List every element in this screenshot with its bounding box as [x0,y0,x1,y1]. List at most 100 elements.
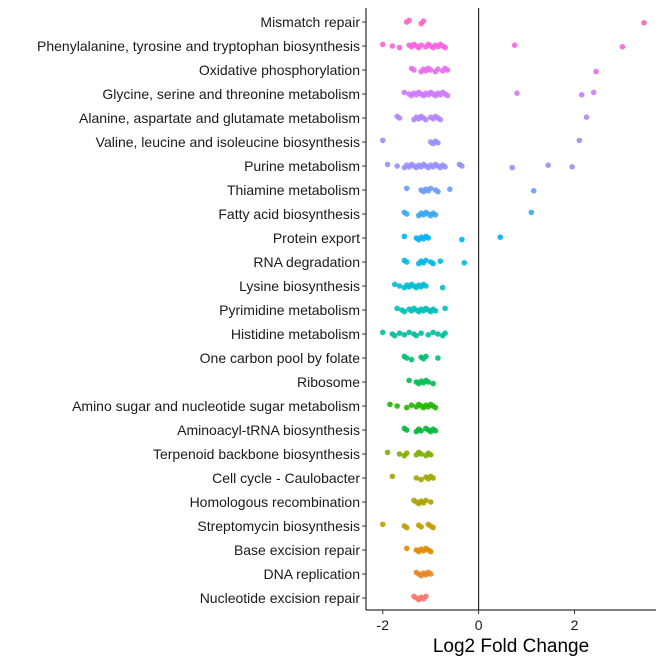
data-point [420,18,427,25]
category-label: Histidine metabolism [231,326,360,342]
data-point [394,163,400,169]
data-point [435,355,441,361]
data-point [403,545,410,552]
data-point [427,67,434,73]
data-point [425,235,432,241]
x-tick-label: 2 [571,617,579,633]
data-point [403,259,410,265]
data-point [411,67,417,73]
data-point [423,283,429,289]
data-point [423,257,429,264]
data-point [384,161,391,168]
data-point [432,428,439,434]
data-point [432,212,439,218]
category-label: Valine, leucine and isoleucine biosynthe… [96,134,360,150]
category-label: Protein export [273,230,360,246]
data-point [430,380,436,387]
data-point [442,164,448,170]
data-point [408,402,415,409]
data-point [497,234,504,240]
data-point [384,449,391,456]
data-point [435,66,441,72]
category-label: One carbon pool by folate [200,350,361,366]
data-point [437,116,444,123]
data-point [641,20,647,26]
data-point [578,92,585,98]
data-point [401,89,408,96]
data-point [394,403,400,409]
data-point [461,260,468,266]
data-point [406,329,412,336]
category-label: Cell cycle - Caulobacter [212,470,360,486]
data-point [511,42,518,48]
data-point [387,401,393,408]
data-point [430,329,436,336]
data-point [396,44,403,51]
data-point [442,44,448,51]
data-point [425,379,432,385]
data-point [423,353,429,360]
data-point [444,92,451,99]
data-point [459,236,465,243]
data-point [401,308,408,315]
data-point [389,43,396,49]
data-point [379,41,386,48]
data-point [619,44,626,50]
category-label: Homologous recombination [190,494,360,510]
data-points-layer [379,17,647,603]
data-point [389,473,396,480]
data-point [430,475,436,481]
data-point [396,283,403,289]
x-axis: -2 0 2 [366,609,656,633]
data-point [403,19,410,25]
data-point [459,163,465,169]
data-point [439,284,446,291]
data-point [442,305,448,312]
data-point [423,593,429,600]
data-point [396,330,403,337]
category-label: Lysine biosynthesis [239,278,360,294]
data-point [427,185,434,192]
data-point [430,524,436,531]
data-point [423,116,429,123]
data-point [406,377,412,384]
data-point [583,114,590,120]
category-label: Glycine, serine and threonine metabolism [102,86,360,102]
data-point [528,209,535,216]
data-point [545,162,551,168]
data-point [394,305,400,312]
data-point [403,185,410,192]
data-point [576,137,583,144]
data-point [435,188,441,195]
data-point [590,89,597,96]
category-label: Nucleotide excision repair [200,590,361,606]
data-point [593,68,599,75]
data-point [379,521,386,528]
data-point [427,452,434,458]
category-label: Fatty acid biosynthesis [218,206,360,222]
x-axis-title: Log2 Fold Change [433,636,589,657]
category-label: Pyrimidine metabolism [219,302,360,318]
data-point [379,329,386,336]
data-point [408,356,415,363]
data-point [396,451,403,457]
data-point [435,140,441,146]
data-point [413,475,420,481]
data-point [418,330,424,337]
category-label: Mismatch repair [260,14,360,30]
data-point [403,211,410,217]
data-point [396,115,403,121]
data-point [403,355,410,361]
category-label: Alanine, aspartate and glutamate metabol… [79,110,360,126]
y-axis: Mismatch repair Phenylalanine, tyrosine a… [37,8,367,610]
category-label: Purine metabolism [244,158,360,174]
category-label: RNA degradation [253,254,360,270]
data-point [418,524,424,530]
data-point [418,42,424,48]
category-label: Amino sugar and nucleotide sugar metabol… [72,398,360,414]
data-point [379,137,386,144]
data-point [435,331,441,337]
data-point [423,497,429,504]
x-tick-label: 0 [475,617,483,633]
